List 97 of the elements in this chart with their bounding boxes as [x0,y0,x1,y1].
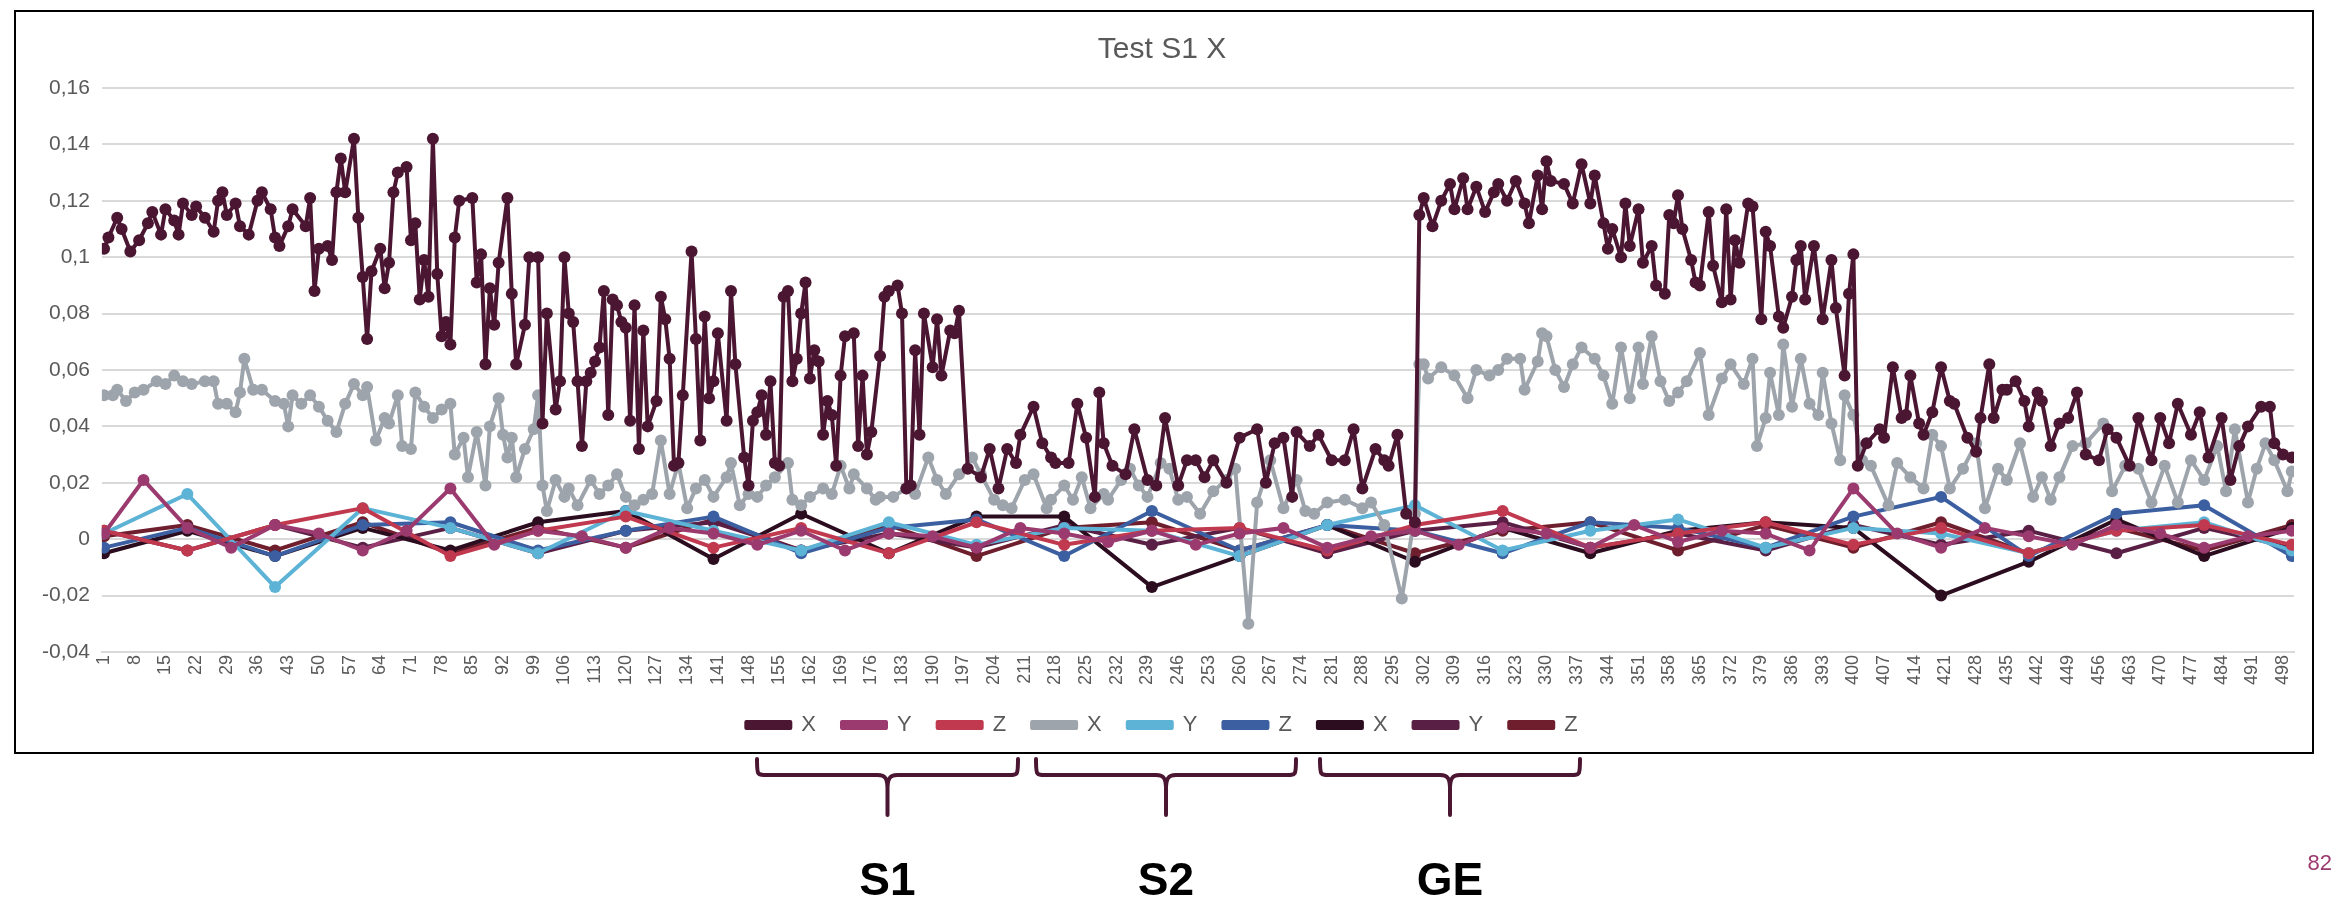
legend-label: Z [992,711,1007,737]
y-tick-label: -0,02 [41,582,90,606]
legend-label: Z [1278,711,1292,737]
x-tick-label: 456 [2087,654,2108,686]
x-tick-label: 183 [890,654,911,686]
x-tick-label: 470 [2149,654,2170,686]
x-tick-label: 288 [1351,654,1372,686]
x-tick-label: 190 [921,654,942,686]
x-tick-label: 155 [768,654,789,686]
x-tick-label: 148 [737,654,758,686]
x-tick-label: 386 [1780,654,1801,686]
x-tick-label: 463 [2118,654,2139,686]
x-tick-label: 127 [645,654,666,686]
x-tick-label: 239 [1136,654,1157,686]
x-tick-label: 484 [2210,654,2231,686]
x-tick-label: 281 [1320,654,1341,686]
x-tick-label: 323 [1504,654,1525,686]
text: S1 [859,852,916,906]
text: S2 [1137,852,1195,906]
x-tick-label: 400 [1842,654,1863,686]
x-tick-label: 449 [2057,654,2078,686]
x-tick-label: 197 [952,654,973,686]
x-tick-label: 407 [1873,654,1894,686]
chart-title: Test S1 X [1097,31,1227,65]
x-tick-label: 498 [2272,654,2293,686]
x-tick-label: 169 [829,654,850,686]
y-tick-label: 0,04 [48,413,91,437]
x-tick-label: 435 [1995,654,2016,686]
text: 82 [2307,850,2332,876]
y-tick-label: 0,1 [60,243,90,267]
x-tick-label: 120 [614,654,635,686]
x-tick-label: 302 [1412,654,1433,686]
x-tick-label: 15 [154,654,175,675]
x-tick-label: 113 [584,654,605,684]
x-tick-label: 351 [1627,654,1648,686]
x-tick-label: 267 [1259,654,1280,686]
legend-label: Y [1182,711,1198,737]
x-tick-label: 491 [2241,654,2262,686]
x-tick-label: 421 [1934,654,1955,686]
x-tick-label: 106 [553,654,574,686]
x-tick-label: 162 [798,654,819,686]
x-tick-label: 414 [1903,654,1924,686]
x-tick-label: 211 [1013,654,1034,684]
x-tick-label: 36 [246,654,267,675]
x-tick-label: 309 [1443,654,1464,686]
x-tick-label: 365 [1688,654,1709,686]
x-tick-label: 85 [461,654,482,675]
x-tick-label: 64 [369,654,390,675]
x-tick-label: 393 [1811,654,1832,686]
x-tick-label: 22 [185,654,206,675]
legend-label: X [801,711,817,737]
legend-label: Y [1468,711,1484,737]
x-tick-label: 379 [1750,654,1771,686]
x-tick-label: 442 [2026,654,2047,686]
x-tick-label: 337 [1566,654,1587,686]
x-tick-label: 316 [1474,654,1495,686]
y-tick-label: 0 [78,525,90,549]
x-tick-label: 50 [307,654,328,675]
x-tick-label: 253 [1197,654,1218,686]
x-tick-label: 477 [2179,654,2200,686]
legend-label: Y [896,711,912,737]
y-tick-label: 0,12 [48,187,90,211]
x-tick-label: 372 [1719,654,1740,686]
x-tick-label: 274 [1289,654,1310,686]
x-tick-label: 344 [1596,654,1617,686]
x-tick-label: 176 [860,654,881,686]
legend-label: X [1372,711,1388,737]
x-tick-label: 78 [430,654,451,675]
legend-label: Z [1564,711,1578,737]
x-tick-label: 71 [399,654,420,675]
x-tick-label: 330 [1535,654,1556,686]
y-tick-label: 0,06 [48,356,90,380]
x-tick-label: 218 [1044,654,1065,686]
legend-label: X [1087,711,1103,737]
x-tick-label: 57 [338,654,359,675]
x-tick-label: 29 [215,654,236,675]
x-tick-label: 92 [491,654,512,675]
x-tick-label: 246 [1167,654,1188,686]
x-tick-label: 232 [1105,654,1126,686]
x-tick-label: 295 [1382,654,1402,686]
y-tick-label: -0,04 [41,638,91,662]
x-tick-label: 99 [522,654,543,675]
y-tick-label: 0,16 [48,74,90,98]
x-tick-label: 1 [93,654,114,665]
text: GE [1416,852,1484,906]
x-tick-label: 204 [983,654,1004,686]
y-tick-label: 0,02 [48,469,90,493]
x-tick-label: 358 [1658,654,1679,686]
x-tick-label: 225 [1075,654,1096,686]
x-tick-label: 260 [1228,654,1249,686]
y-tick-label: 0,08 [48,300,90,324]
x-tick-label: 141 [706,654,727,686]
x-tick-label: 134 [676,654,697,686]
x-tick-label: 43 [277,654,298,675]
x-tick-label: 428 [1965,654,1986,686]
x-tick-label: 8 [123,654,144,665]
y-tick-label: 0,14 [48,131,91,155]
